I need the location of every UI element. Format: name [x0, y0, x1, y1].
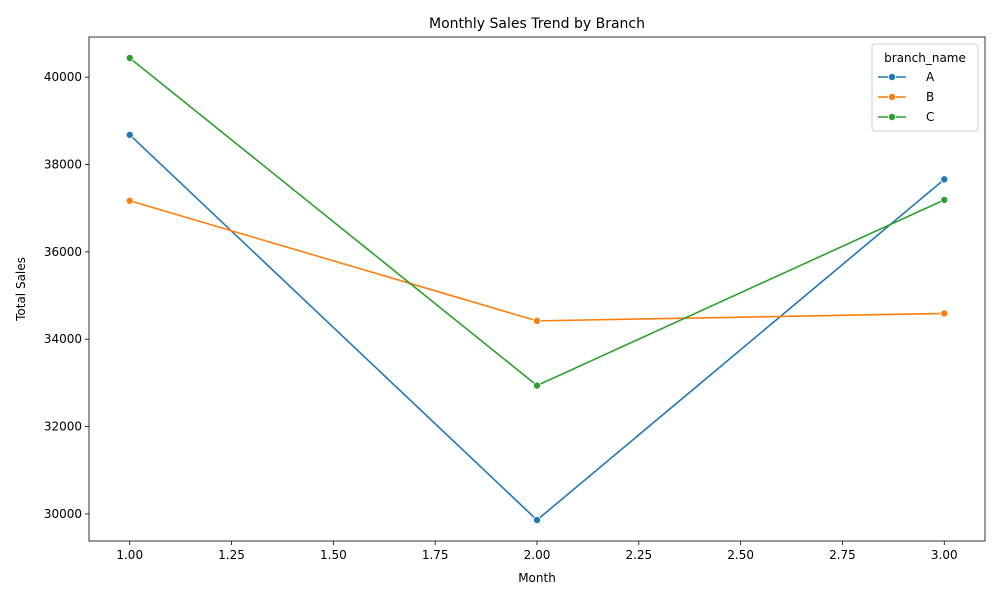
x-tick-label: 2.50 [727, 548, 754, 562]
x-tick-label: 1.25 [218, 548, 245, 562]
y-tick-label: 40000 [44, 70, 82, 84]
y-tick-label: 34000 [44, 332, 82, 346]
legend-marker [888, 113, 897, 122]
y-tick-label: 36000 [44, 245, 82, 259]
legend-marker [888, 73, 897, 82]
series-a [125, 130, 949, 525]
legend-label: C [926, 110, 934, 124]
data-point [940, 309, 949, 318]
y-axis-label: Total Sales [14, 257, 28, 322]
legend-title: branch_name [884, 51, 966, 65]
series-c [125, 53, 949, 390]
series-b [125, 196, 949, 325]
series-line [129, 134, 945, 522]
data-point [533, 516, 542, 525]
data-point [125, 196, 134, 205]
data-point [533, 381, 542, 390]
x-tick-label: 2.25 [625, 548, 652, 562]
data-point [940, 195, 949, 204]
x-tick-label: 2.75 [829, 548, 856, 562]
y-tick-label: 30000 [44, 507, 82, 521]
series-line [129, 200, 945, 322]
x-tick-label: 3.00 [931, 548, 958, 562]
y-tick-label: 32000 [44, 420, 82, 434]
legend-label: B [926, 90, 934, 104]
x-tick-label: 2.00 [524, 548, 551, 562]
data-point [125, 130, 134, 139]
legend-marker [888, 93, 897, 102]
legend-label: A [926, 70, 935, 84]
plot-area: 1.00 1.25 1.50 1.75 2.00 2.25 2.50 2.75 3.00 3000… [44, 36, 986, 562]
data-point [125, 53, 134, 62]
y-tick-label: 38000 [44, 158, 82, 172]
data-point [940, 175, 949, 184]
data-point [533, 316, 542, 325]
x-tick-label: 1.75 [422, 548, 449, 562]
legend: branch_name ABC [871, 43, 979, 132]
plot-frame [88, 36, 986, 542]
chart-title: Monthly Sales Trend by Branch [429, 16, 645, 32]
x-tick-label: 1.50 [320, 548, 347, 562]
x-tick-label: 1.00 [116, 548, 143, 562]
series-line [129, 57, 945, 387]
x-axis-label: Month [518, 571, 556, 585]
legend-box [871, 43, 979, 132]
